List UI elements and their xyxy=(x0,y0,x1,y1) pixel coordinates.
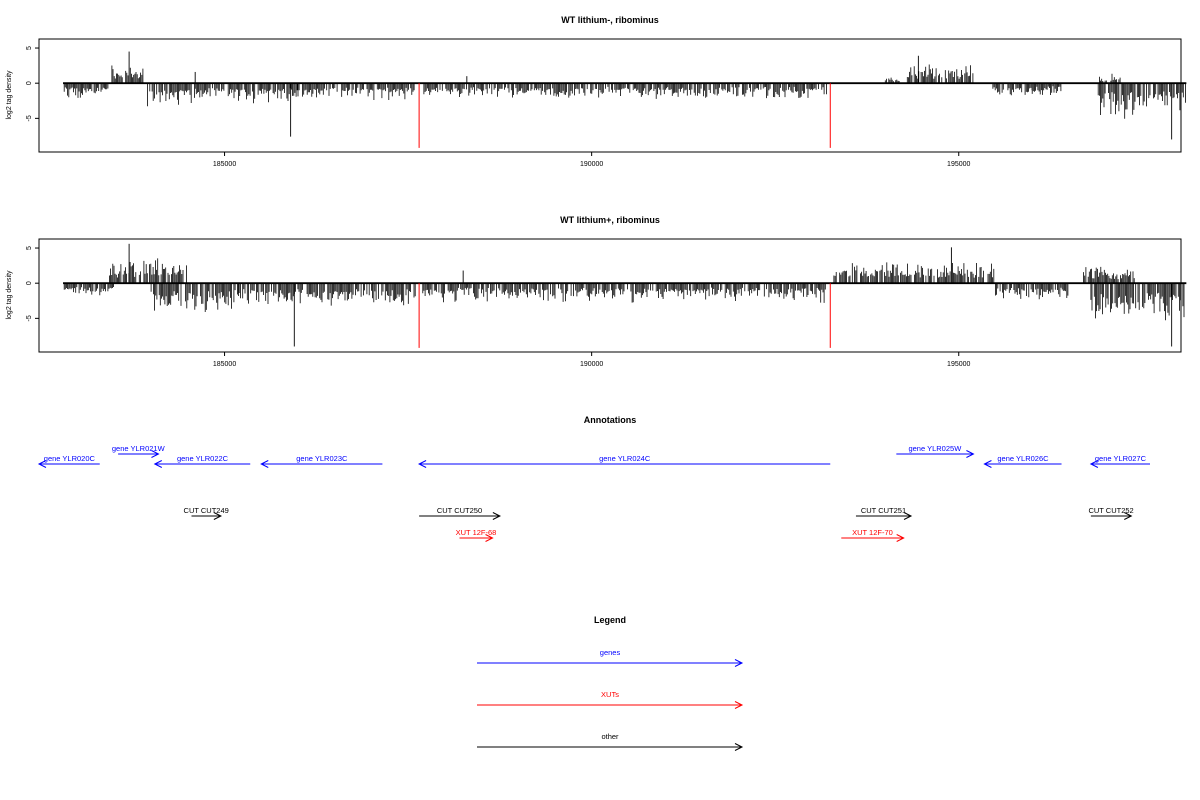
feature-arrowhead xyxy=(1124,512,1133,520)
coverage-panel-lithium-minus: WT lithium-, ribominus log2 tag density … xyxy=(6,15,1187,168)
feature-label: gene YLR027C xyxy=(1095,454,1147,463)
annotation-feature: gene YLR026C xyxy=(983,454,1062,468)
annotation-feature: gene YLR021W xyxy=(112,444,166,458)
y-axis: -5 0 5 xyxy=(26,246,39,321)
legend-item: XUTs xyxy=(477,690,744,709)
feature-arrowhead xyxy=(903,512,913,520)
x-tick-label: 195000 xyxy=(947,161,970,168)
panel-title: WT lithium+, ribominus xyxy=(560,215,660,225)
annotation-feature: gene YLR022C xyxy=(153,454,251,468)
legend-label: XUTs xyxy=(601,690,619,699)
legend-arrowhead xyxy=(734,743,744,751)
y-tick-label: -5 xyxy=(26,315,33,321)
y-axis-label: log2 tag density xyxy=(6,70,13,120)
annotations-title: Annotations xyxy=(584,415,637,425)
annotation-feature: XUT 12F-70 xyxy=(841,528,905,542)
annotation-feature: gene YLR020C xyxy=(37,454,100,468)
feature-arrowhead xyxy=(1089,460,1099,468)
y-tick-label: 0 xyxy=(26,281,33,285)
feature-arrowhead xyxy=(153,460,163,468)
annotation-feature: gene YLR023C xyxy=(260,454,383,468)
annotation-feature: CUT CUT251 xyxy=(855,506,913,520)
coverage-panel-lithium-plus: WT lithium+, ribominus log2 tag density … xyxy=(6,215,1187,368)
legend-items: genes XUTs other xyxy=(477,648,744,751)
feature-arrowhead xyxy=(260,460,269,468)
plot-frame xyxy=(38,238,1182,353)
feature-label: CUT CUT250 xyxy=(437,506,482,515)
feature-label: gene YLR023C xyxy=(296,454,348,463)
annotation-feature: CUT CUT250 xyxy=(419,506,501,520)
legend-title: Legend xyxy=(594,615,626,625)
feature-label: CUT CUT251 xyxy=(861,506,906,515)
x-axis: 185000 190000 195000 xyxy=(213,352,971,368)
x-tick-label: 185000 xyxy=(213,361,236,368)
x-tick-label: 185000 xyxy=(213,161,236,168)
coverage-bars xyxy=(63,51,1187,148)
feature-arrowhead xyxy=(896,534,905,542)
plot-frame xyxy=(38,38,1182,153)
coverage-bar-series xyxy=(63,258,1185,321)
annotation-feature: XUT 12F-68 xyxy=(456,528,497,542)
feature-label: XUT 12F-70 xyxy=(852,528,893,537)
x-tick-label: 190000 xyxy=(580,161,603,168)
legend-arrowhead xyxy=(734,659,744,667)
feature-arrowhead xyxy=(983,460,992,468)
legend-label: other xyxy=(601,732,619,741)
legend-item: genes xyxy=(477,648,744,667)
feature-arrowhead xyxy=(213,512,222,520)
y-tick-label: 5 xyxy=(26,46,33,50)
coverage-bar-series xyxy=(63,64,1186,119)
feature-label: gene YLR024C xyxy=(599,454,651,463)
annotation-feature: CUT CUT252 xyxy=(1088,506,1134,520)
feature-label: gene YLR021W xyxy=(112,444,166,453)
coverage-bars xyxy=(63,243,1187,348)
legend-arrowhead xyxy=(734,701,744,709)
feature-label: gene YLR020C xyxy=(44,454,96,463)
feature-arrowhead xyxy=(492,512,501,520)
feature-arrowhead xyxy=(966,450,975,458)
feature-label: XUT 12F-68 xyxy=(456,528,497,537)
y-tick-label: 0 xyxy=(26,81,33,85)
y-tick-label: -5 xyxy=(26,115,33,121)
x-tick-label: 190000 xyxy=(580,361,603,368)
feature-label: CUT CUT249 xyxy=(184,506,229,515)
feature-arrowhead xyxy=(37,460,47,468)
x-tick-label: 195000 xyxy=(947,361,970,368)
feature-label: gene YLR026C xyxy=(997,454,1049,463)
feature-arrowhead xyxy=(417,460,427,468)
y-axis: -5 0 5 xyxy=(26,46,39,121)
annotation-feature: CUT CUT249 xyxy=(184,506,229,520)
legend-label: genes xyxy=(600,648,621,657)
annotation-feature: gene YLR024C xyxy=(417,454,831,468)
legend: Legend genes XUTs other xyxy=(477,615,744,751)
feature-label: CUT CUT252 xyxy=(1088,506,1133,515)
legend-item: other xyxy=(477,732,744,751)
feature-arrowhead xyxy=(485,534,494,542)
y-axis-label: log2 tag density xyxy=(6,270,13,320)
annotation-features: gene YLR020C gene YLR021W gene YLR022C gene… xyxy=(37,444,1150,542)
feature-arrowhead xyxy=(151,450,160,458)
feature-label: gene YLR022C xyxy=(177,454,229,463)
panel-title: WT lithium-, ribominus xyxy=(561,15,659,25)
x-axis: 185000 190000 195000 xyxy=(213,152,971,168)
feature-label: gene YLR025W xyxy=(908,444,962,453)
annotation-feature: gene YLR027C xyxy=(1089,454,1150,468)
y-tick-label: 5 xyxy=(26,246,33,250)
annotation-feature: gene YLR025W xyxy=(896,444,975,458)
